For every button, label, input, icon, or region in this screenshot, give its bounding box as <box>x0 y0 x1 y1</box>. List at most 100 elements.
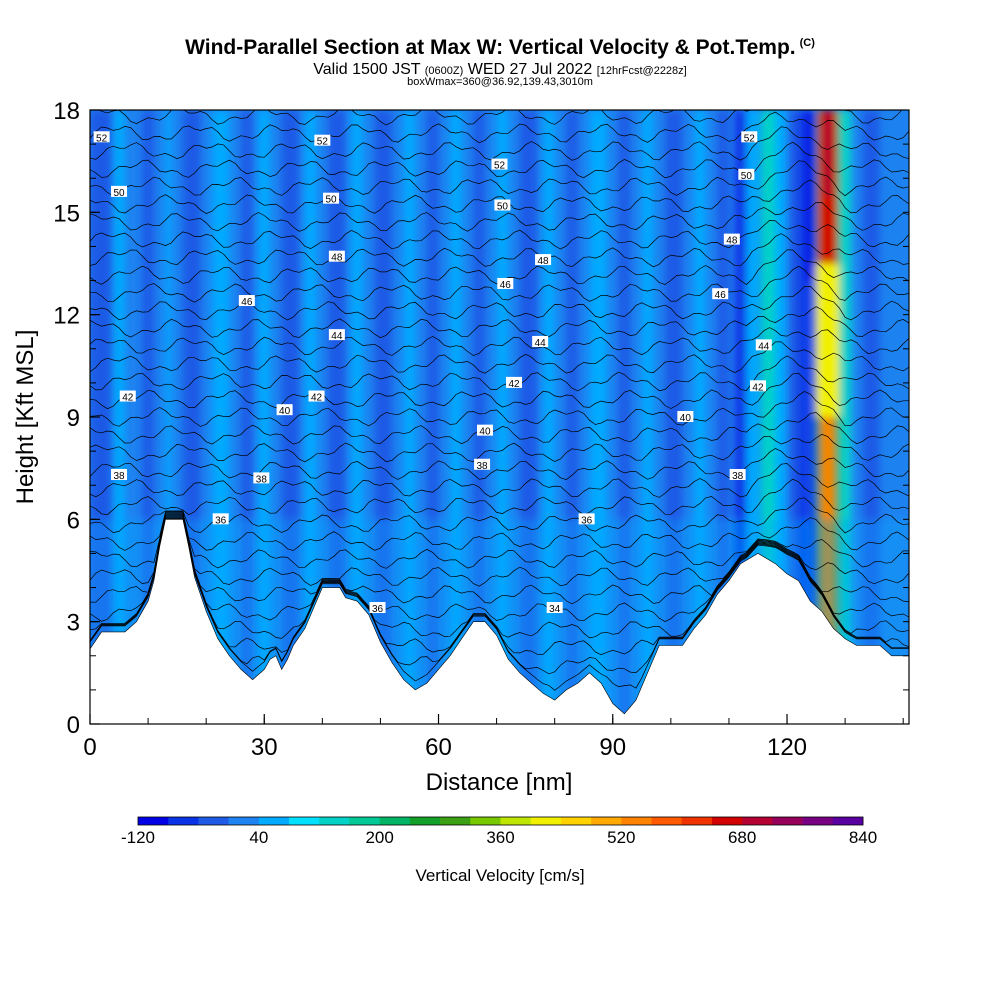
theta-label-box <box>532 335 549 347</box>
theta-label: 38 <box>474 458 491 472</box>
theta-contour <box>90 516 909 656</box>
y-tick-label: 15 <box>53 200 80 227</box>
colorbar-tick-label: 680 <box>728 828 756 847</box>
theta-label-box <box>712 288 729 300</box>
theta-label-box <box>729 468 746 480</box>
theta-contour <box>90 220 909 250</box>
theta-label-box <box>276 404 293 416</box>
theta-label-box <box>723 233 740 245</box>
theta-label: 48 <box>328 250 345 264</box>
theta-contour <box>90 518 909 691</box>
theta-label-box <box>546 602 563 614</box>
theta-label-box <box>476 424 493 436</box>
theta-label-text: 44 <box>758 341 770 352</box>
theta-contour <box>90 515 909 639</box>
colorbar-tick-label: 200 <box>365 828 393 847</box>
colorbar-swatch <box>621 817 652 825</box>
theta-label: 48 <box>535 254 552 267</box>
theta-label-box <box>535 254 552 266</box>
theta-label: 36 <box>369 602 386 615</box>
theta-contour <box>90 306 909 339</box>
velocity-band <box>775 110 788 724</box>
theta-label: 50 <box>738 168 755 182</box>
theta-label-box <box>253 472 270 484</box>
theta-contour <box>90 341 909 374</box>
theta-contour <box>90 511 909 551</box>
theta-label: 42 <box>749 380 766 393</box>
theta-contour <box>90 327 909 356</box>
theta-contour <box>90 141 909 179</box>
colorbar-swatch <box>711 817 743 825</box>
colorbar-tick-label: 40 <box>249 828 268 847</box>
theta-label-text: 48 <box>726 236 738 247</box>
colorbar-tick-label: 840 <box>849 828 877 847</box>
theta-contour <box>90 412 909 445</box>
x-tick-label: 120 <box>767 734 807 761</box>
theta-label-text: 52 <box>317 137 329 148</box>
colorbar-swatch <box>772 817 803 825</box>
theta-label-text: 38 <box>256 474 268 485</box>
theta-label: 46 <box>497 277 514 291</box>
theta-label-box <box>328 250 345 262</box>
velocity-band <box>746 110 758 724</box>
y-tick-label: 6 <box>67 507 80 534</box>
theta-label-box <box>578 513 595 525</box>
theta-label-text: 34 <box>549 604 561 615</box>
theta-label-text: 38 <box>477 461 489 472</box>
theta-label: 50 <box>323 192 340 206</box>
velocity-band <box>787 110 799 724</box>
velocity-band <box>165 110 172 724</box>
theta-contour <box>90 265 909 303</box>
theta-label: 52 <box>741 131 758 144</box>
theta-contour <box>90 202 909 232</box>
x-tick-label: 90 <box>599 734 626 761</box>
theta-label-text: 40 <box>279 406 291 417</box>
theta-contour <box>90 463 909 498</box>
colorbar-frame <box>137 816 864 826</box>
theta-label-box <box>741 131 758 143</box>
colorbar-swatch <box>319 817 350 825</box>
colorbar-swatch <box>500 817 532 825</box>
theta-label: 44 <box>532 335 549 349</box>
theta-contour <box>90 517 909 675</box>
velocity-band <box>839 110 851 724</box>
theta-label-text: 50 <box>325 195 337 206</box>
colorbar-swatch <box>168 817 199 825</box>
theta-contours <box>90 110 909 691</box>
colorbar-swatch <box>409 817 441 825</box>
velocity-band <box>426 110 439 724</box>
theta-label-text: 44 <box>331 331 343 342</box>
velocity-band <box>450 110 462 724</box>
theta-label-box <box>323 192 340 204</box>
theta-contour <box>90 515 909 622</box>
velocity-band <box>113 110 125 724</box>
colorbar-label: Vertical Velocity [cm/s] <box>415 866 584 885</box>
theta-label: 46 <box>238 295 255 308</box>
theta-label-text: 50 <box>497 202 509 213</box>
theta-contour <box>90 179 909 214</box>
theta-label-text: 40 <box>680 413 692 424</box>
velocity-band <box>810 110 817 724</box>
theta-label-text: 38 <box>732 471 744 482</box>
colorbar: -120 40 200 360 520 680 840 <box>121 816 877 847</box>
theta-label-text: 52 <box>494 161 506 172</box>
theta-contour <box>90 126 909 161</box>
chart-title: Wind-Parallel Section at Max W: Vertical… <box>0 36 1000 60</box>
theta-label: 36 <box>212 513 229 526</box>
theta-label-text: 42 <box>122 393 134 404</box>
theta-contour <box>90 514 909 605</box>
y-tick-label: 9 <box>67 405 80 432</box>
theta-label: 42 <box>119 390 136 404</box>
theta-label: 38 <box>253 472 270 485</box>
colorbar-swatch <box>742 817 773 825</box>
box-wmax-line: boxWmax=360@36.92,139.43,3010m <box>407 76 593 88</box>
theta-label-box <box>738 168 755 180</box>
valid-text: Valid 1500 JST <box>313 61 421 78</box>
colorbar-swatch <box>802 817 834 825</box>
date-text: WED 27 Jul 2022 <box>467 61 593 78</box>
theta-label-box <box>506 376 523 388</box>
theta-label: 50 <box>111 185 128 199</box>
y-tick-label: 18 <box>53 98 80 125</box>
theta-label-box <box>93 131 110 143</box>
